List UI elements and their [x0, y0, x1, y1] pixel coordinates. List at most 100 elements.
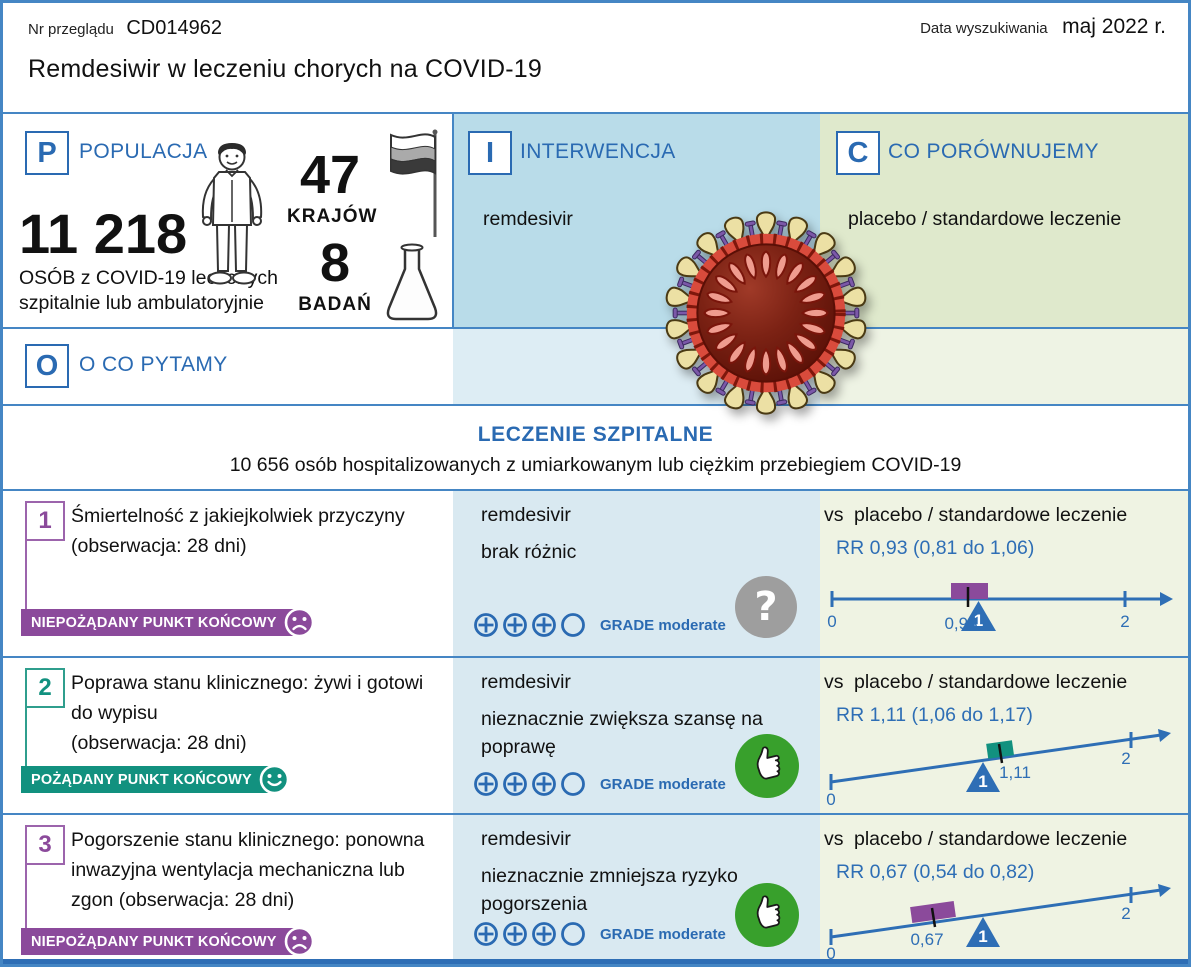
population-label: POPULACJA — [79, 140, 208, 163]
studies-label: BADAŃ — [298, 294, 372, 315]
svg-text:0,93: 0,93 — [944, 614, 977, 633]
comparator-label: placebo / standardowe leczenie — [854, 671, 1128, 693]
question-row: O O CO PYTAMY — [3, 329, 1188, 404]
question-icon: ? — [735, 576, 797, 638]
intervention-value: remdesivir — [483, 208, 573, 230]
divider — [3, 489, 1188, 491]
vs-label: vs — [824, 671, 844, 693]
question-row-green-bg — [820, 329, 1188, 404]
svg-text:2: 2 — [1121, 904, 1130, 923]
outcome-row-3: 3 Pogorszenie stanu klinicznego: ponowna… — [3, 815, 1188, 961]
connector-line — [25, 861, 27, 928]
studies-count: 8 — [319, 233, 351, 293]
population-caption-line1: OSÓB z COVID-19 leczonych — [19, 267, 279, 289]
search-date-label: Data wyszukiwania — [920, 20, 1048, 37]
flag-icon — [390, 129, 438, 237]
rr-value: RR 0,67 (0,54 do 0,82) — [836, 861, 1035, 883]
smiley-face-icon — [259, 764, 290, 795]
fulcrum — [966, 917, 1000, 947]
drug-name: remdesivir — [481, 828, 571, 850]
balance-scale-tilted: 1 0 1,11 2 — [826, 729, 1171, 808]
result-icon-wrap: ? — [735, 576, 797, 638]
endpoint-badge-label: NIEPOŻĄDANY PUNKT KOŃCOWY — [31, 933, 277, 950]
comparator-label: placebo / standardowe leczenie — [854, 504, 1128, 526]
outcome-row-1: 1 Śmiertelność z jakiejkolwiek przyczyny… — [3, 491, 1188, 656]
drug-name: remdesivir — [481, 504, 571, 526]
result-icon-wrap — [735, 883, 799, 947]
flask-icon — [386, 243, 438, 321]
connector-line — [25, 704, 27, 766]
search-date-value: maj 2022 r. — [1062, 15, 1166, 38]
effect-text: nieznacznie zwiększa szansę na poprawę — [481, 708, 763, 759]
divider — [3, 656, 1188, 658]
intervention-letterbox: I — [468, 131, 512, 175]
endpoint-badge-label: POŻĄDANY PUNKT KOŃCOWY — [31, 771, 252, 788]
population-count: 11 218 — [19, 202, 188, 265]
balance-scale-tilted: 1 0 0,67 2 — [826, 884, 1171, 961]
pico-band: P POPULACJA 11 218 OSÓB z COVID-19 leczo… — [3, 114, 1188, 327]
svg-text:0,67: 0,67 — [910, 930, 943, 949]
divider — [3, 112, 1188, 114]
svg-text:1: 1 — [978, 927, 987, 946]
section-subtitle: 10 656 osób hospitalizowanych z umiarkow… — [229, 454, 962, 476]
vs-label: vs — [824, 828, 844, 850]
grade-rating: GRADE moderate — [473, 921, 726, 947]
svg-text:1,11: 1,11 — [999, 763, 1031, 782]
page-title: Remdesiwir w leczeniu chorych na COVID-1… — [28, 55, 542, 83]
svg-text:0: 0 — [826, 944, 835, 961]
endpoint-badge: NIEPOŻĄDANY PUNKT KOŃCOWY — [21, 926, 314, 957]
divider — [3, 327, 1188, 329]
comparator-label: placebo / standardowe leczenie — [854, 828, 1128, 850]
comparison-cell — [820, 114, 1188, 327]
svg-text:0: 0 — [826, 790, 835, 808]
grade-rating: GRADE moderate — [473, 612, 726, 638]
svg-text:2: 2 — [1121, 749, 1130, 768]
outcome-observation: (obserwacja: 28 dni) — [71, 732, 247, 755]
question-label: O CO PYTAMY — [79, 353, 228, 376]
person-illustration — [201, 143, 263, 285]
rr-value: RR 0,93 (0,81 do 1,06) — [836, 537, 1035, 559]
studies-block: 8 BADAŃ — [295, 236, 375, 316]
rr-value: RR 1,11 (1,06 do 1,17) — [836, 704, 1033, 726]
population-caption: OSÓB z COVID-19 leczonych szpitalnie lub… — [19, 266, 278, 317]
thumbs-up-icon — [735, 734, 799, 798]
grade-label: GRADE moderate — [600, 616, 726, 634]
divider — [3, 813, 1188, 815]
countries-block: 47 KRAJÓW — [287, 145, 376, 228]
outcome-number: 2 — [25, 668, 65, 708]
bottom-border-bar — [3, 959, 1188, 964]
coronavirus-illustration — [665, 211, 867, 415]
question-letterbox: O — [25, 344, 69, 388]
outcome-row-2: 2 Poprawa stanu klinicznego: żywi i goto… — [3, 658, 1188, 813]
grade-rating: GRADE moderate — [473, 771, 726, 797]
svg-text:2: 2 — [1120, 612, 1129, 631]
outcome-title-text: Śmiertelność z jakiejkolwiek przyczyny — [71, 505, 405, 527]
connector-line — [25, 537, 27, 609]
review-number-line: Nr przeglądu CD014962 — [28, 17, 222, 40]
ci-bar — [951, 583, 988, 599]
vs-label: vs — [824, 504, 844, 526]
countries-count: 47 — [299, 145, 361, 205]
svg-text:1: 1 — [974, 611, 983, 630]
outcome-title: Pogorszenie stanu klinicznego: ponowna i… — [71, 825, 445, 916]
intervention-label: INTERWENCJA — [520, 140, 676, 163]
section-header: LECZENIE SZPITALNE 10 656 osób hospitali… — [3, 406, 1188, 489]
svg-text:0: 0 — [827, 612, 836, 631]
balance-scale-level: 1 0 0,93 2 — [827, 583, 1173, 633]
review-number-value: CD014962 — [126, 17, 222, 39]
divider — [452, 114, 454, 327]
grade-label: GRADE moderate — [600, 925, 726, 943]
outcome-title-text: Poprawa stanu klinicznego: żywi i gotowi… — [71, 672, 424, 725]
svg-text:1: 1 — [978, 772, 987, 791]
grade-circles-icon — [474, 922, 585, 946]
endpoint-badge-label: NIEPOŻĄDANY PUNKT KOŃCOWY — [31, 614, 277, 631]
endpoint-badge: NIEPOŻĄDANY PUNKT KOŃCOWY — [21, 607, 314, 638]
grade-label: GRADE moderate — [600, 775, 726, 793]
population-letterbox: P — [25, 131, 69, 175]
outcome-observation: (obserwacja: 28 dni) — [71, 535, 247, 558]
sad-face-icon — [284, 926, 314, 957]
grade-circles-icon — [474, 772, 585, 796]
comparison-label: CO PORÓWNUJEMY — [888, 140, 1099, 163]
outcome-title: Śmiertelność z jakiejkolwiek przyczyny (… — [71, 501, 445, 561]
effect-text: brak różnic — [481, 541, 577, 563]
